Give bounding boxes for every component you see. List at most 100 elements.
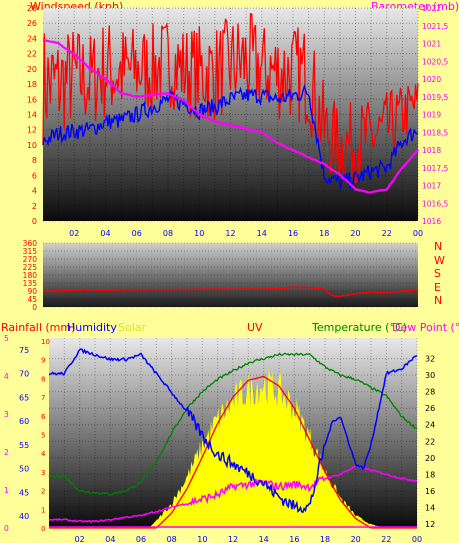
barometer-y-tick-label: 1018	[422, 146, 441, 155]
temperature-y-tick-label: 32	[425, 355, 435, 364]
barometer-y-tick-label: 1016	[422, 217, 441, 226]
wind-x-tick-label: 06	[132, 229, 142, 238]
wind-y-tick-label: 26	[27, 19, 37, 28]
barometer-y-tick-label: 1021,5	[422, 22, 448, 31]
wind-y-tick-label: 20	[27, 65, 37, 74]
wind-x-tick-label: 08	[163, 229, 173, 238]
temperature-x-tick-label: 02	[75, 535, 85, 543]
windspeed-title: Windspeed (kph)	[30, 0, 124, 13]
direction-plot-area	[43, 243, 418, 307]
temperature-y-tick-label: 12	[425, 520, 435, 529]
barometer-y-tick-label: 1020	[422, 75, 441, 84]
wind-y-tick-label: 18	[27, 80, 37, 89]
uv-y-tick-label: 2	[41, 488, 45, 496]
humidity-y-tick-label: 50	[19, 465, 29, 474]
temperature-title: Temperature (°C)	[312, 321, 407, 334]
barometer-line	[43, 39, 419, 194]
wind-y-tick-label: 12	[27, 126, 37, 135]
uv-y-tick-label: 7	[41, 394, 45, 402]
humidity-y-tick-label: 70	[19, 370, 29, 379]
uv-y-tick-label: 6	[41, 413, 46, 421]
temperature-x-tick-label: 06	[136, 535, 146, 543]
temperature-x-tick-label: 08	[167, 535, 177, 543]
wind-x-tick-label: 02	[69, 229, 79, 238]
direction-y-tick-label: 180	[23, 271, 38, 280]
temperature-y-tick-label: 24	[425, 421, 435, 430]
direction-y-tick-label: 45	[27, 295, 37, 304]
humidity-y-tick-label: 60	[19, 417, 29, 426]
uv-line	[49, 375, 417, 529]
uv-y-tick-label: 10	[41, 338, 50, 346]
uv-y-tick-label: 0	[41, 525, 45, 533]
solar-area	[49, 368, 417, 528]
temperature-x-tick-label: 16	[289, 535, 299, 543]
barometer-title: Barometer (mb)	[371, 0, 459, 13]
direction-y-tick-label: 225	[23, 263, 38, 272]
direction-y-tick-label: 360	[23, 239, 38, 248]
wind-y-tick-label: 22	[27, 50, 37, 59]
humidity-y-tick-label: 40	[19, 512, 29, 521]
uv-y-tick-label: 4	[41, 450, 46, 458]
humidity-y-tick-label: 45	[19, 488, 29, 497]
windspeed-line	[42, 12, 419, 184]
direction-letter: E	[434, 280, 441, 294]
average-windspeed-line	[42, 84, 419, 190]
humidity-y-tick-label: 75	[19, 346, 29, 355]
wind-y-tick-label: 2	[32, 202, 37, 211]
temperature-line	[48, 352, 418, 496]
wind-x-tick-label: 10	[194, 229, 204, 238]
barometer-y-tick-label: 1018,5	[422, 128, 448, 137]
direction-y-tick-label: 90	[27, 287, 37, 296]
barometer-y-tick-label: 1021	[422, 40, 441, 49]
barometer-y-tick-label: 1017	[422, 182, 441, 191]
wind-x-tick-label: 14	[257, 229, 267, 238]
solar-title: Solar	[118, 321, 147, 334]
temperature-y-tick-label: 28	[425, 388, 435, 397]
barometer-y-tick-label: 1017,5	[422, 164, 448, 173]
temperature-x-tick-label: 22	[381, 535, 391, 543]
barometer-y-tick-label: 1020,5	[422, 57, 448, 66]
wind-y-tick-label: 0	[32, 217, 37, 226]
rainfall-y-tick-label: 4	[4, 372, 9, 381]
barometer-y-tick-label: 1019	[422, 111, 441, 120]
humidity-line	[48, 348, 418, 514]
rainfall-y-tick-label: 2	[4, 448, 9, 457]
wind-y-tick-label: 24	[27, 34, 37, 43]
direction-letter: W	[434, 253, 445, 267]
temperature-x-tick-label: 20	[351, 535, 361, 543]
temperature-x-tick-label: 00	[412, 535, 422, 543]
rainfall-y-tick-label: 3	[4, 410, 9, 419]
wind-y-tick-label: 6	[32, 171, 37, 180]
uv-y-tick-label: 3	[41, 469, 45, 477]
temperature-x-tick-label: 12	[228, 535, 238, 543]
direction-letter: N	[434, 294, 443, 308]
wind-x-tick-label: 12	[225, 229, 235, 238]
wind-direction-line	[43, 286, 419, 298]
direction-letter: S	[434, 267, 441, 281]
wind-plot-area	[43, 8, 418, 221]
wind-y-tick-label: 14	[27, 111, 37, 120]
temperature-y-tick-label: 18	[425, 470, 435, 479]
wind-x-tick-label: 00	[413, 229, 423, 238]
direction-letter: N	[434, 240, 443, 253]
wind-x-tick-label: 16	[288, 229, 298, 238]
wind-y-tick-label: 8	[32, 156, 37, 165]
direction-y-tick-label: 0	[32, 303, 37, 312]
temperature-x-tick-label: 04	[105, 535, 115, 543]
rainfall-title: Rainfall (mm)	[1, 321, 76, 334]
uv-y-tick-label: 9	[41, 357, 45, 365]
barometer-y-tick-label: 1016,5	[422, 199, 448, 208]
uv-y-tick-label: 1	[41, 506, 45, 514]
direction-y-tick-label: 135	[23, 279, 38, 288]
temperature-y-tick-label: 16	[425, 487, 435, 496]
rainfall-y-tick-label: 0	[4, 524, 9, 533]
wind-x-tick-label: 18	[319, 229, 329, 238]
humidity-title: Humidity	[67, 321, 117, 334]
temperature-y-tick-label: 20	[425, 454, 435, 463]
wind-x-tick-label: 20	[350, 229, 360, 238]
wind-x-tick-label: 22	[382, 229, 392, 238]
temperature-y-tick-label: 30	[425, 371, 435, 380]
temperature-x-tick-label: 14	[259, 535, 269, 543]
